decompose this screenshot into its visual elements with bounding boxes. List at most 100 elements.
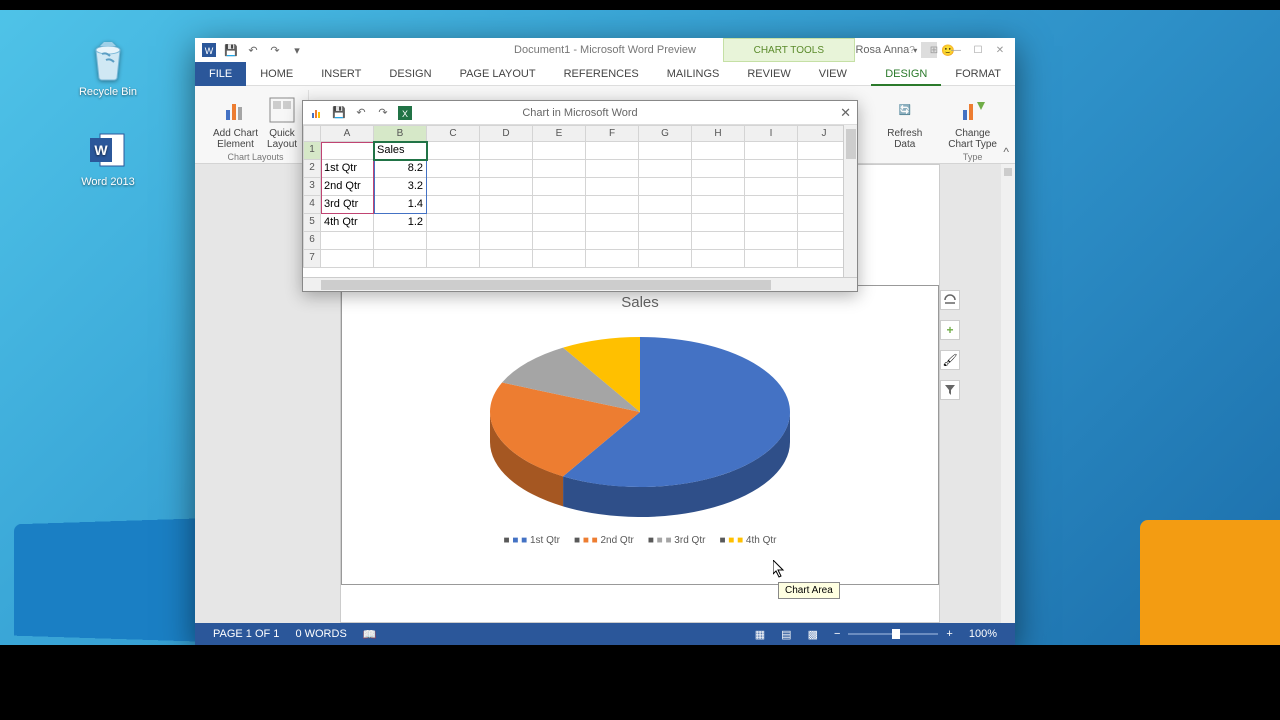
select-all-cell[interactable]: [303, 125, 321, 142]
redo-icon[interactable]: ↷: [267, 42, 283, 58]
cell[interactable]: [321, 142, 374, 160]
cell[interactable]: [745, 250, 798, 268]
cell[interactable]: [586, 142, 639, 160]
collapse-ribbon-icon[interactable]: ^: [1003, 145, 1009, 159]
cell[interactable]: 3rd Qtr: [321, 196, 374, 214]
excel-app-icon[interactable]: X: [397, 105, 413, 121]
cell[interactable]: [480, 250, 533, 268]
cell[interactable]: [639, 142, 692, 160]
cell[interactable]: 8.2: [374, 160, 427, 178]
read-mode-icon[interactable]: ▦: [747, 628, 773, 641]
cell[interactable]: [480, 214, 533, 232]
add-chart-element-button[interactable]: Add Chart Element: [211, 92, 260, 152]
column-header-G[interactable]: G: [639, 125, 692, 142]
cell[interactable]: 1st Qtr: [321, 160, 374, 178]
cell[interactable]: [745, 178, 798, 196]
tab-mailings[interactable]: MAILINGS: [653, 62, 734, 86]
cell[interactable]: [745, 214, 798, 232]
cell[interactable]: [533, 178, 586, 196]
chart-object[interactable]: Sales ■ 1st Qtr■ 2nd Qtr■ 3rd Qtr■ 4th Q…: [341, 285, 939, 585]
row-header[interactable]: 1: [303, 142, 321, 160]
cell[interactable]: [692, 178, 745, 196]
excel-undo-icon[interactable]: ↶: [353, 105, 369, 121]
maximize-button[interactable]: ☐: [969, 43, 987, 57]
cell[interactable]: [586, 196, 639, 214]
cell[interactable]: [427, 196, 480, 214]
chart-elements-button[interactable]: +: [940, 320, 960, 340]
excel-redo-icon[interactable]: ↷: [375, 105, 391, 121]
cell[interactable]: [374, 250, 427, 268]
word-count[interactable]: 0 WORDS: [287, 628, 354, 640]
cell[interactable]: [533, 160, 586, 178]
cell[interactable]: [745, 232, 798, 250]
cell[interactable]: [639, 178, 692, 196]
row-header[interactable]: 4: [303, 196, 321, 214]
zoom-slider[interactable]: [848, 633, 938, 635]
tab-view[interactable]: VIEW: [805, 62, 861, 86]
cell[interactable]: [745, 196, 798, 214]
zoom-in-button[interactable]: +: [938, 628, 960, 640]
cell[interactable]: [480, 142, 533, 160]
cell[interactable]: [692, 196, 745, 214]
word-shortcut[interactable]: W Word 2013: [70, 128, 146, 188]
pie-chart[interactable]: [470, 317, 810, 527]
cell[interactable]: 3.2: [374, 178, 427, 196]
cell[interactable]: [480, 232, 533, 250]
cell[interactable]: [321, 232, 374, 250]
column-header-H[interactable]: H: [692, 125, 745, 142]
ribbon-options-icon[interactable]: ⊞: [925, 43, 943, 57]
cell[interactable]: [692, 160, 745, 178]
close-button[interactable]: ✕: [991, 43, 1009, 57]
legend-item[interactable]: ■ 3rd Qtr: [648, 535, 706, 546]
column-header-A[interactable]: A: [321, 125, 374, 142]
cell[interactable]: [692, 214, 745, 232]
cell[interactable]: [427, 214, 480, 232]
tab-references[interactable]: REFERENCES: [550, 62, 653, 86]
recycle-bin[interactable]: Recycle Bin: [70, 38, 146, 98]
cell[interactable]: [586, 250, 639, 268]
legend-item[interactable]: ■ 2nd Qtr: [574, 535, 634, 546]
legend-item[interactable]: ■ 4th Qtr: [719, 535, 776, 546]
cell[interactable]: [639, 250, 692, 268]
column-header-B[interactable]: B: [374, 125, 427, 142]
row-header[interactable]: 7: [303, 250, 321, 268]
legend-item[interactable]: ■ 1st Qtr: [503, 535, 560, 546]
chart-legend[interactable]: ■ 1st Qtr ■ 2nd Qtr ■ 3rd Qtr ■ 4th Qtr: [350, 535, 930, 546]
chart-filters-button[interactable]: [940, 380, 960, 400]
spreadsheet-grid[interactable]: ABCDEFGHIJ 1Sales21st Qtr8.232nd Qtr3.24…: [303, 125, 857, 277]
cell[interactable]: [533, 196, 586, 214]
cell[interactable]: [533, 232, 586, 250]
tab-design[interactable]: DESIGN: [375, 62, 445, 86]
cell[interactable]: 2nd Qtr: [321, 178, 374, 196]
row-header[interactable]: 3: [303, 178, 321, 196]
cell[interactable]: [321, 250, 374, 268]
cell[interactable]: [639, 160, 692, 178]
qat-more-icon[interactable]: ▾: [289, 42, 305, 58]
cell[interactable]: [533, 142, 586, 160]
excel-horizontal-scrollbar[interactable]: [303, 277, 857, 291]
cell[interactable]: [427, 232, 480, 250]
column-header-E[interactable]: E: [533, 125, 586, 142]
cell[interactable]: 1.4: [374, 196, 427, 214]
vertical-scrollbar[interactable]: [1001, 164, 1015, 623]
help-icon[interactable]: ?: [903, 43, 921, 57]
tab-insert[interactable]: INSERT: [307, 62, 375, 86]
zoom-level[interactable]: 100%: [961, 628, 1005, 640]
tab-file[interactable]: FILE: [195, 62, 246, 86]
tab-page-layout[interactable]: PAGE LAYOUT: [446, 62, 550, 86]
cell[interactable]: [586, 178, 639, 196]
tab-review[interactable]: REVIEW: [733, 62, 804, 86]
cell[interactable]: [374, 232, 427, 250]
cell[interactable]: [692, 232, 745, 250]
column-header-C[interactable]: C: [427, 125, 480, 142]
column-header-D[interactable]: D: [480, 125, 533, 142]
tab-chart-format[interactable]: FORMAT: [941, 62, 1015, 86]
cell[interactable]: [586, 160, 639, 178]
tab-chart-design[interactable]: DESIGN: [871, 62, 941, 86]
cell[interactable]: [692, 250, 745, 268]
row-header[interactable]: 6: [303, 232, 321, 250]
change-chart-type-button[interactable]: Change Chart Type: [946, 92, 999, 152]
minimize-button[interactable]: —: [947, 43, 965, 57]
tab-home[interactable]: HOME: [246, 62, 307, 86]
excel-save-icon[interactable]: 💾: [331, 105, 347, 121]
